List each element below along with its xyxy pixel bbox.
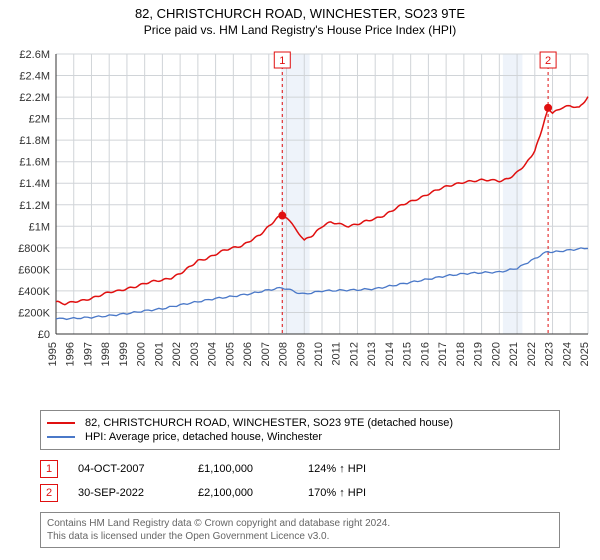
svg-text:2001: 2001 (153, 342, 165, 366)
svg-text:2007: 2007 (260, 342, 272, 366)
svg-text:2019: 2019 (473, 342, 485, 366)
svg-text:1: 1 (279, 55, 285, 67)
svg-text:1997: 1997 (82, 342, 94, 366)
sale-hpi: 170% ↑ HPI (308, 487, 366, 499)
svg-text:2004: 2004 (207, 342, 219, 366)
title-subtitle: Price paid vs. HM Land Registry's House … (0, 23, 600, 37)
footer: Contains HM Land Registry data © Crown c… (40, 512, 560, 548)
svg-text:2010: 2010 (313, 342, 325, 366)
sale-date: 04-OCT-2007 (78, 463, 198, 475)
svg-text:2016: 2016 (419, 342, 431, 366)
svg-text:£800K: £800K (18, 243, 50, 255)
svg-text:£600K: £600K (18, 264, 50, 276)
svg-text:2012: 2012 (348, 342, 360, 366)
legend-label: 82, CHRISTCHURCH ROAD, WINCHESTER, SO23 … (85, 417, 453, 429)
svg-text:2014: 2014 (384, 342, 396, 366)
svg-text:2024: 2024 (561, 342, 573, 366)
svg-text:2021: 2021 (508, 342, 520, 366)
svg-text:£1.6M: £1.6M (19, 157, 50, 169)
svg-text:1995: 1995 (47, 342, 59, 366)
svg-text:2020: 2020 (490, 342, 502, 366)
svg-text:£400K: £400K (18, 286, 50, 298)
svg-text:£2.6M: £2.6M (19, 49, 50, 61)
svg-text:1998: 1998 (100, 342, 112, 366)
chart-container: 82, CHRISTCHURCH ROAD, WINCHESTER, SO23 … (0, 0, 600, 560)
chart: £0 £200K £400K £600K £800K £1M £1.2M £1.4M £1.6M… (0, 44, 600, 404)
sale-price: £2,100,000 (198, 487, 308, 499)
svg-text:£1.8M: £1.8M (19, 135, 50, 147)
svg-text:2013: 2013 (366, 342, 378, 366)
svg-text:2015: 2015 (402, 342, 414, 366)
svg-text:1996: 1996 (65, 342, 77, 366)
svg-text:2003: 2003 (189, 342, 201, 366)
svg-text:£1.2M: £1.2M (19, 200, 50, 212)
svg-text:2005: 2005 (224, 342, 236, 366)
svg-text:2006: 2006 (242, 342, 254, 366)
svg-text:2017: 2017 (437, 342, 449, 366)
svg-text:2: 2 (545, 55, 551, 67)
svg-text:2011: 2011 (331, 342, 343, 366)
svg-text:2000: 2000 (136, 342, 148, 366)
sale-date: 30-SEP-2022 (78, 487, 198, 499)
legend-swatch (47, 422, 75, 424)
legend-label: HPI: Average price, detached house, Winc… (85, 431, 322, 443)
sales-table: 1 04-OCT-2007 £1,100,000 124% ↑ HPI 2 30… (40, 454, 560, 508)
sale-row: 2 30-SEP-2022 £2,100,000 170% ↑ HPI (40, 484, 560, 502)
footer-line1: Contains HM Land Registry data © Crown c… (47, 517, 553, 530)
svg-text:2023: 2023 (544, 342, 556, 366)
svg-text:2025: 2025 (579, 342, 591, 366)
sale-marker-box: 2 (40, 484, 58, 502)
sale-price: £1,100,000 (198, 463, 308, 475)
svg-text:2002: 2002 (171, 342, 183, 366)
title-block: 82, CHRISTCHURCH ROAD, WINCHESTER, SO23 … (0, 0, 600, 37)
svg-text:£2.2M: £2.2M (19, 92, 50, 104)
svg-text:1999: 1999 (118, 342, 130, 366)
svg-text:2008: 2008 (278, 342, 290, 366)
sale-marker-box: 1 (40, 460, 58, 478)
svg-text:2022: 2022 (526, 342, 538, 366)
legend-swatch (47, 436, 75, 438)
svg-text:2009: 2009 (295, 342, 307, 366)
footer-line2: This data is licensed under the Open Gov… (47, 530, 553, 543)
legend-item: 82, CHRISTCHURCH ROAD, WINCHESTER, SO23 … (47, 417, 553, 429)
svg-text:2018: 2018 (455, 342, 467, 366)
svg-text:£200K: £200K (18, 307, 50, 319)
svg-text:£1.4M: £1.4M (19, 178, 50, 190)
svg-text:£2.4M: £2.4M (19, 71, 50, 83)
legend: 82, CHRISTCHURCH ROAD, WINCHESTER, SO23 … (40, 410, 560, 450)
sale-hpi: 124% ↑ HPI (308, 463, 366, 475)
svg-text:£0: £0 (38, 329, 50, 341)
svg-text:£2M: £2M (29, 114, 50, 126)
legend-item: HPI: Average price, detached house, Winc… (47, 431, 553, 443)
svg-text:£1M: £1M (29, 221, 50, 233)
title-address: 82, CHRISTCHURCH ROAD, WINCHESTER, SO23 … (0, 6, 600, 21)
sale-row: 1 04-OCT-2007 £1,100,000 124% ↑ HPI (40, 460, 560, 478)
chart-svg: £0 £200K £400K £600K £800K £1M £1.2M £1.4M £1.6M… (0, 44, 600, 404)
